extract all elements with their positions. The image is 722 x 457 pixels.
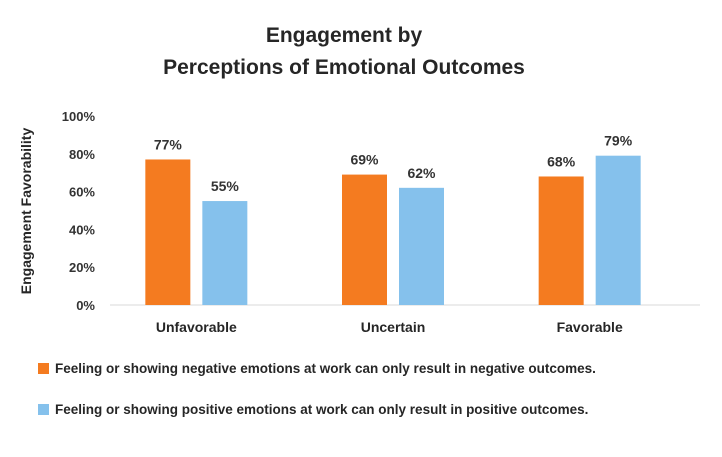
data-label: 62% xyxy=(407,165,436,181)
bar-positive-unfavorable xyxy=(202,201,248,305)
data-label: 55% xyxy=(211,178,240,194)
bar-negative-unfavorable xyxy=(145,159,191,305)
category-label-favorable: Favorable xyxy=(557,319,623,335)
chart-title-line-1: Engagement by xyxy=(265,24,423,47)
legend-label-0: Feeling or showing negative emotions at … xyxy=(55,361,596,376)
y-tick-label: 0% xyxy=(76,298,95,313)
data-label: 69% xyxy=(350,152,379,168)
category-label-uncertain: Uncertain xyxy=(361,319,426,335)
bar-negative-favorable xyxy=(538,176,584,305)
y-tick-label: 100% xyxy=(62,109,96,124)
bar-positive-uncertain xyxy=(399,187,444,305)
y-axis-label: Engagement Favorability xyxy=(18,128,34,295)
legend-swatch-0 xyxy=(38,363,49,374)
data-label: 68% xyxy=(547,153,576,169)
chart-title-line-2: Perceptions of Emotional Outcomes xyxy=(163,56,525,79)
bar-negative-uncertain xyxy=(342,174,387,305)
legend-item-1: Feeling or showing positive emotions at … xyxy=(38,402,588,417)
y-tick-label: 20% xyxy=(69,260,95,275)
data-label: 79% xyxy=(604,133,633,149)
bar-positive-favorable xyxy=(595,155,641,305)
y-tick-label: 40% xyxy=(69,222,95,237)
legend-swatch-1 xyxy=(38,404,49,415)
legend-item-0: Feeling or showing negative emotions at … xyxy=(38,361,596,376)
y-tick-label: 80% xyxy=(69,147,95,162)
y-tick-label: 60% xyxy=(69,185,95,200)
category-label-unfavorable: Unfavorable xyxy=(156,319,237,335)
chart-title: Engagement by Perceptions of Emotional O… xyxy=(0,20,688,84)
data-label: 77% xyxy=(154,136,183,152)
legend-label-1: Feeling or showing positive emotions at … xyxy=(55,402,589,417)
